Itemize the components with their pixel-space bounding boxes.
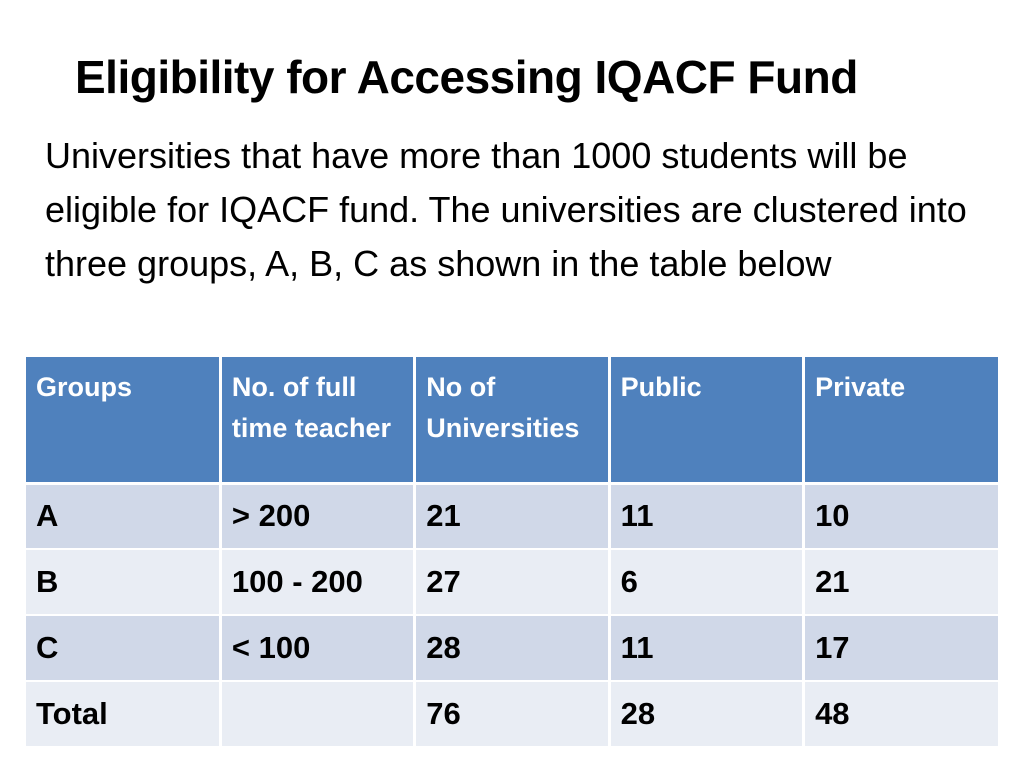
header-full-time-teachers: No. of full time teacher	[220, 357, 417, 485]
table-cell-group: Total	[26, 681, 222, 748]
table-cell-universities: 76	[414, 681, 611, 748]
table-cell-public: 6	[609, 549, 806, 616]
table-cell-public: 11	[609, 483, 806, 550]
header-private: Private	[803, 357, 998, 485]
slide-body-text: Universities that have more than 1000 st…	[45, 135, 967, 284]
table-cell-teachers: < 100	[220, 615, 417, 682]
table-cell-group: A	[26, 483, 222, 550]
table-cell-universities: 21	[414, 483, 611, 550]
table-cell-group: B	[26, 549, 222, 616]
table-cell-private: 10	[803, 483, 998, 550]
table-cell-teachers	[220, 681, 417, 748]
table-cell-universities: 28	[414, 615, 611, 682]
slide-title: Eligibility for Accessing IQACF Fund	[75, 51, 858, 103]
table-cell-teachers: 100 - 200	[220, 549, 417, 616]
table-row-group-b: B 100 - 200 27 6 21	[26, 549, 998, 616]
table-cell-universities: 27	[414, 549, 611, 616]
header-groups: Groups	[26, 357, 222, 485]
table-cell-private: 17	[803, 615, 998, 682]
table-cell-public: 28	[609, 681, 806, 748]
table-row-group-c: C < 100 28 11 17	[26, 615, 998, 682]
header-no-of-universities: No of Universities	[414, 357, 611, 485]
table-cell-group: C	[26, 615, 222, 682]
table-row-total: Total 76 28 48	[26, 681, 998, 748]
header-public: Public	[609, 357, 806, 485]
table-cell-private: 21	[803, 549, 998, 616]
table-cell-public: 11	[609, 615, 806, 682]
table-header-row: Groups No. of full time teacher No of Un…	[26, 357, 998, 485]
table-cell-private: 48	[803, 681, 998, 748]
university-groups-table: Groups No. of full time teacher No of Un…	[26, 357, 998, 748]
table-cell-teachers: > 200	[220, 483, 417, 550]
table-row-group-a: A > 200 21 11 10	[26, 483, 998, 550]
